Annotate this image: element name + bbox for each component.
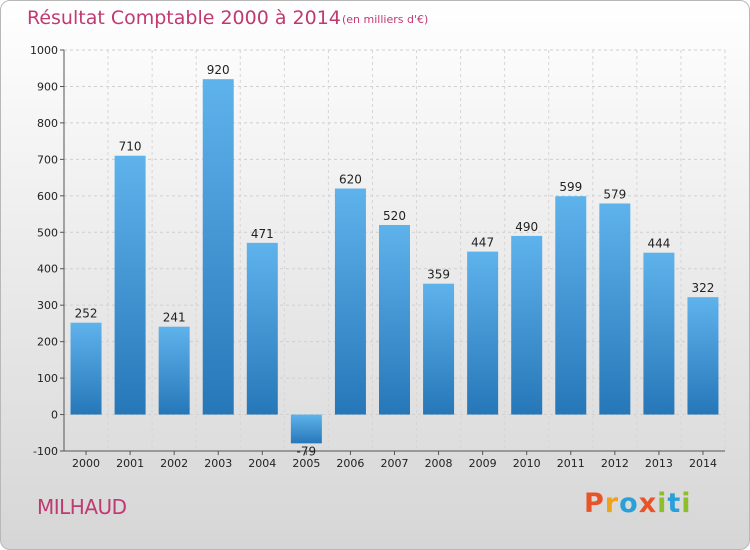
x-tick-label: 2013 [645, 457, 673, 470]
data-label: 599 [559, 180, 582, 194]
x-tick-label: 2012 [601, 457, 629, 470]
bar [599, 203, 631, 415]
data-label: 520 [383, 209, 406, 223]
logo-letter: x [638, 488, 658, 519]
y-tick-label: -100 [33, 445, 58, 458]
city-name: MILHAUD [37, 495, 127, 519]
logo-letter: r [604, 488, 620, 519]
bar [202, 79, 234, 415]
x-tick-label: 2009 [469, 457, 497, 470]
x-tick-label: 2001 [116, 457, 144, 470]
x-tick-label: 2005 [292, 457, 320, 470]
chart-title: Résultat Comptable 2000 à 2014 [27, 7, 341, 29]
y-tick-label: 900 [37, 80, 58, 93]
x-tick-label: 2008 [425, 457, 453, 470]
bar [158, 326, 190, 415]
data-label: 447 [471, 236, 494, 250]
data-label: 359 [427, 268, 450, 282]
x-tick-label: 2007 [381, 457, 409, 470]
data-label: 920 [207, 63, 230, 77]
axes: -100 0 100 200 300 400 500 600 700 800 900 1000 2000… [30, 44, 725, 470]
x-tick-label: 2000 [72, 457, 100, 470]
data-label: 444 [647, 237, 670, 251]
x-tick-label: 2010 [513, 457, 541, 470]
bar [379, 224, 410, 415]
x-tick-label: 2011 [557, 457, 585, 470]
bar [70, 322, 102, 415]
x-tick-label: 2003 [204, 457, 232, 470]
y-tick-label: 800 [37, 117, 58, 130]
x-tick-label: 2006 [336, 457, 364, 470]
y-tick-label: 300 [37, 299, 58, 312]
y-tick-label: 500 [37, 226, 58, 239]
bar [555, 196, 587, 415]
bar [467, 251, 499, 415]
chart-subtitle: (en milliers d'€) [342, 13, 429, 26]
labels: 252 710 241 920 471 -79 620 520 359 447 490 599 579 4… [75, 63, 715, 458]
bar [290, 414, 322, 444]
y-tick-label: 100 [37, 372, 58, 385]
proxiti-logo[interactable]: Proxiti [584, 488, 692, 519]
y-tick-label: 200 [37, 336, 58, 349]
logo-letter: t [667, 488, 682, 519]
x-tick-label: 2004 [248, 457, 276, 470]
x-tick-label: 2002 [160, 457, 188, 470]
logo-letter: o [619, 488, 639, 519]
data-label: 471 [251, 227, 274, 241]
y-tick-label: 400 [37, 263, 58, 276]
data-label: 490 [515, 220, 538, 234]
logo-letter: P [584, 488, 605, 519]
bar [511, 235, 543, 415]
data-label: 241 [163, 311, 186, 325]
bar [246, 242, 278, 415]
data-label: 620 [339, 173, 362, 187]
y-tick-label: 0 [51, 409, 58, 422]
data-label: 252 [75, 307, 98, 321]
bar [114, 155, 146, 415]
y-tick-label: 700 [37, 153, 58, 166]
bars [70, 79, 719, 444]
bar [687, 297, 719, 415]
logo-letter: i [657, 488, 668, 519]
bar [423, 283, 455, 415]
y-tick-label: 1000 [30, 44, 58, 57]
data-label: 322 [692, 281, 715, 295]
x-tick-label: 2014 [689, 457, 717, 470]
data-label: 579 [603, 187, 626, 201]
bar [643, 252, 675, 415]
logo-letter: i [681, 488, 692, 519]
y-tick-label: 600 [37, 190, 58, 203]
bar [334, 188, 366, 415]
data-label: -79 [297, 444, 317, 458]
data-label: 710 [119, 140, 142, 154]
